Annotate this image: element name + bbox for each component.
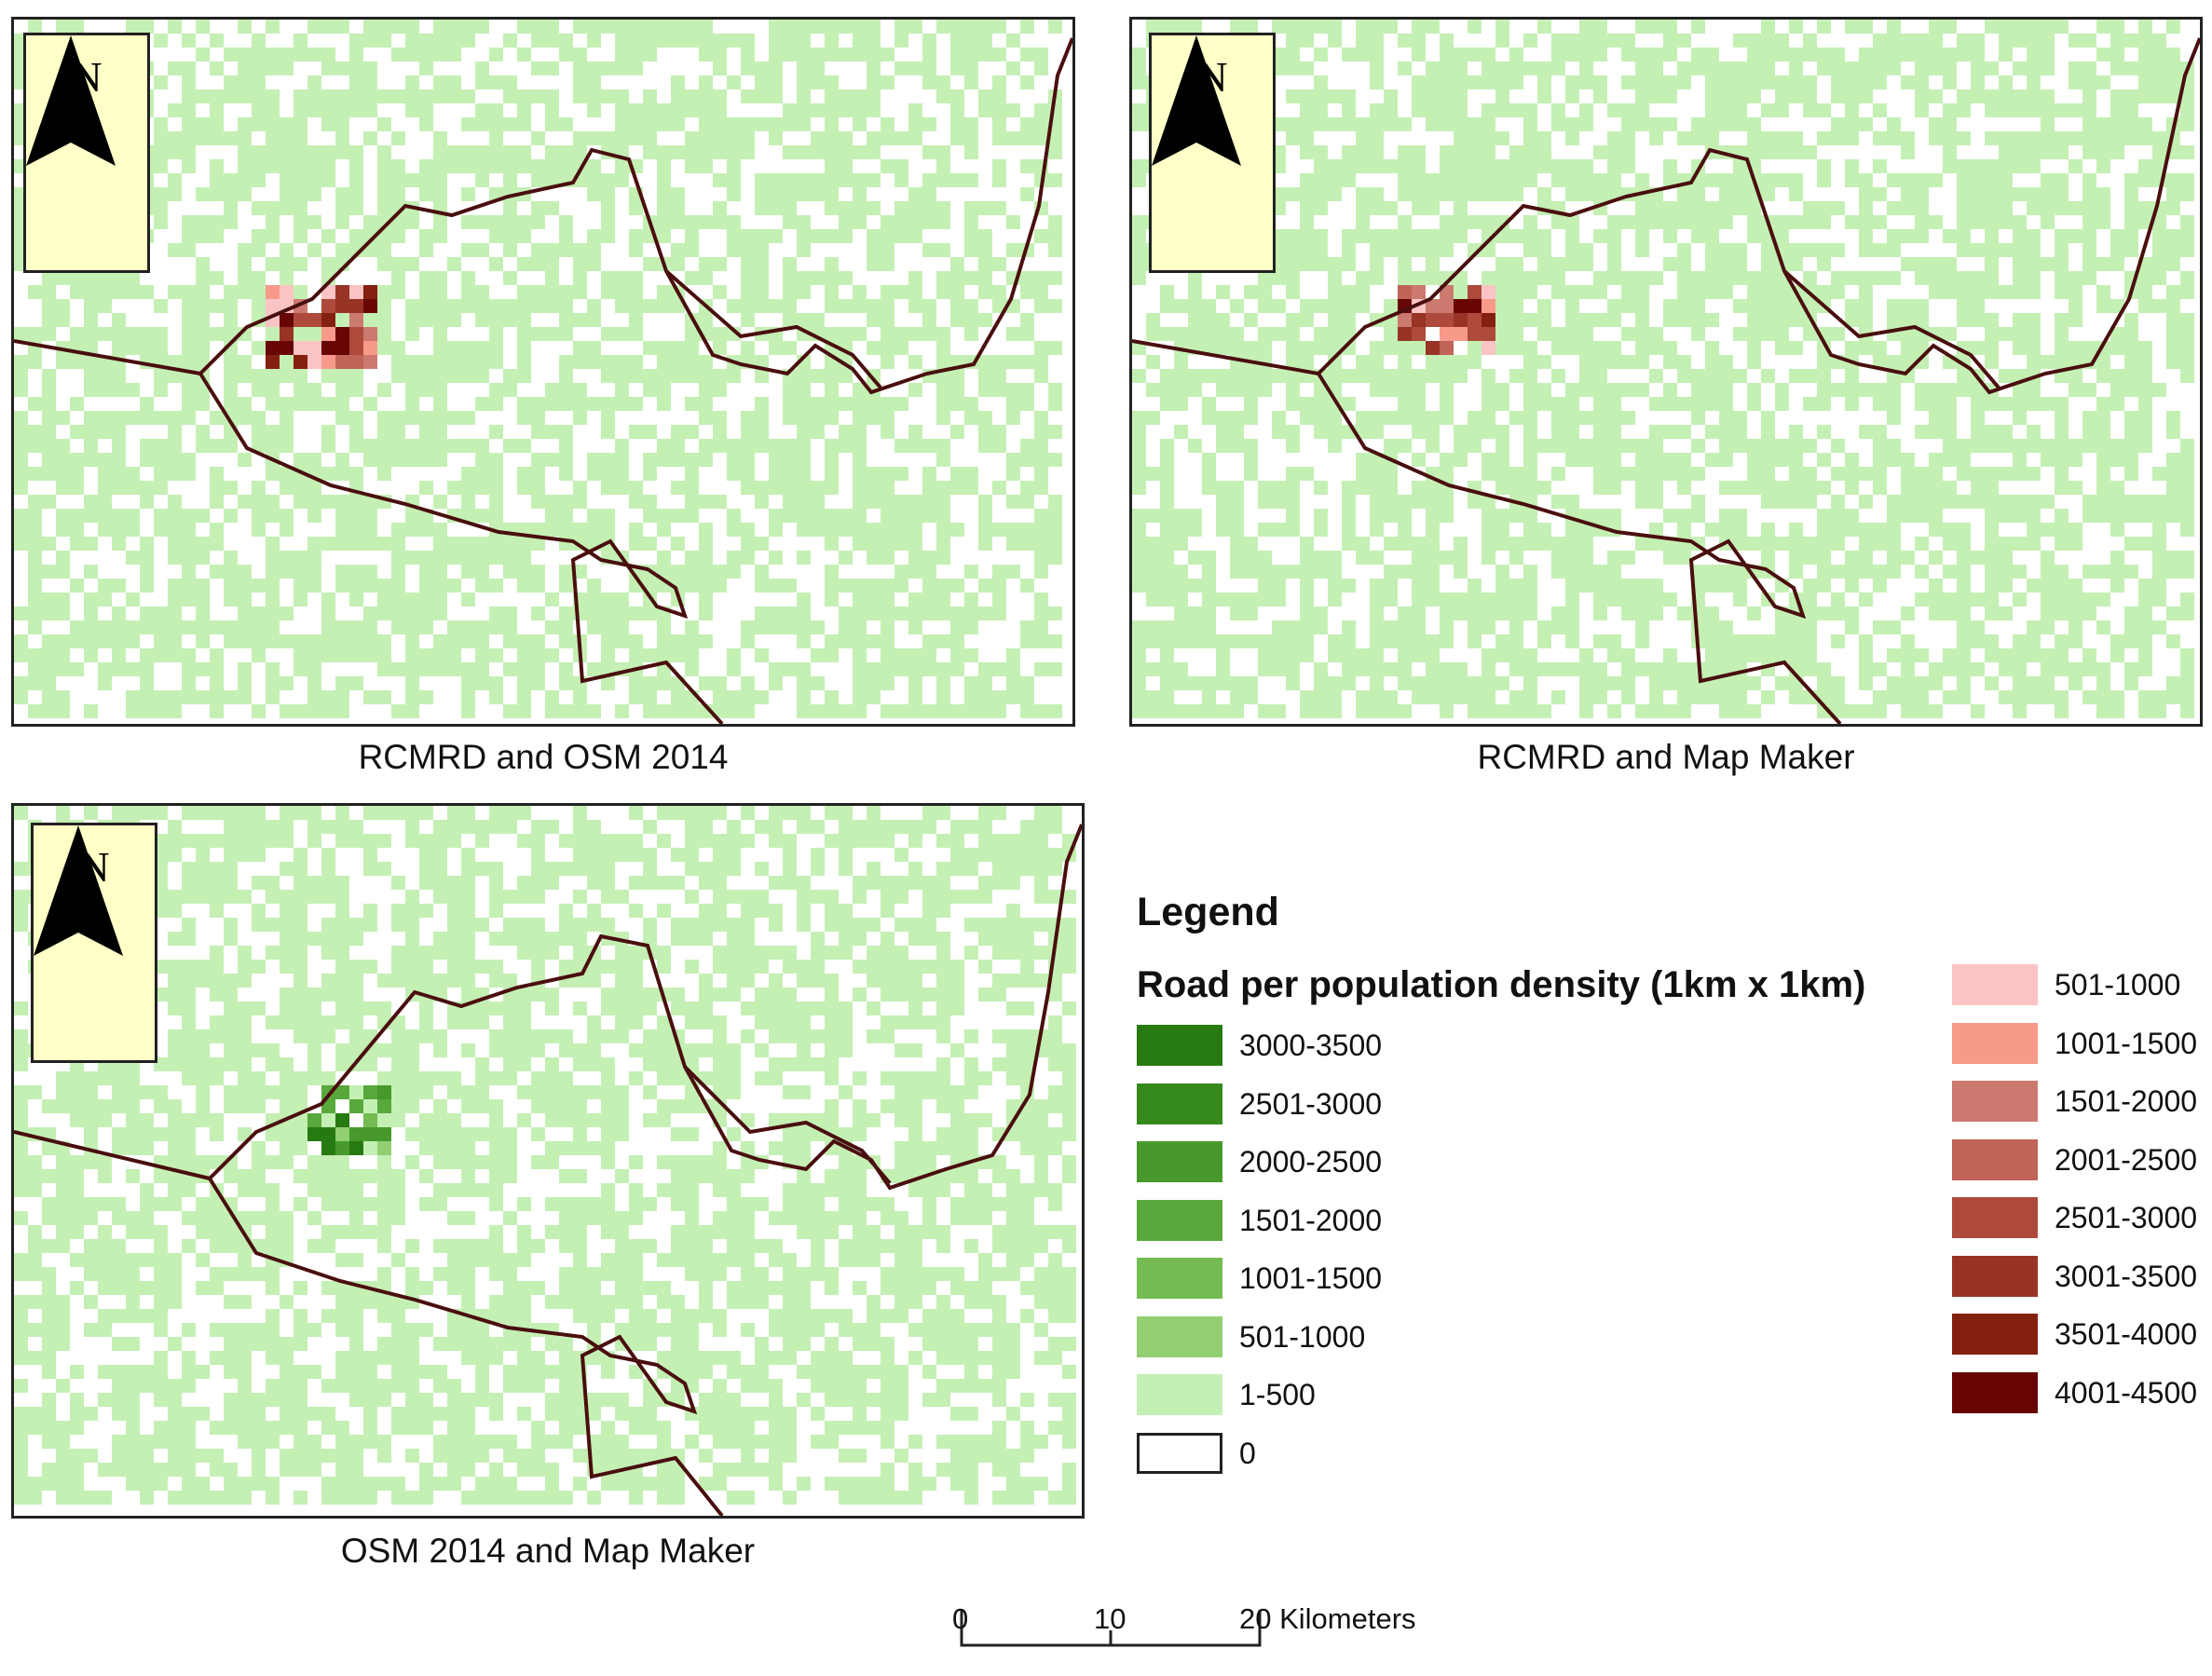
district-boundary-south: [198, 372, 724, 724]
legend-swatch: [1952, 1314, 2038, 1355]
legend-label: 2501-3000: [1239, 1086, 1383, 1121]
legend-swatch: [1137, 1374, 1222, 1415]
legend-swatch: [1952, 964, 2038, 1005]
north-arrow-icon: [1152, 35, 1241, 166]
legend-label: 1-500: [1239, 1378, 1316, 1411]
north-arrow-icon: [26, 35, 116, 166]
legend-swatch: [1952, 1197, 2038, 1238]
legend-swatch: [1137, 1141, 1222, 1182]
district-boundary: [1317, 37, 2200, 395]
legend-label: 3501-4000: [2055, 1317, 2198, 1351]
district-boundary: [198, 37, 1072, 395]
road-west: [14, 1130, 211, 1180]
district-boundary-south: [208, 1177, 724, 1516]
map-caption: RCMRD and OSM 2014: [358, 738, 729, 776]
scale-label-10: 10: [1094, 1602, 1126, 1635]
scale-label-20: 20 Kilometers: [1239, 1602, 1416, 1635]
north-arrow-icon: [34, 825, 123, 956]
legend-label: 2001-2500: [2055, 1142, 2198, 1177]
north-arrow-box: N: [1149, 33, 1276, 273]
boundary-layer: [14, 824, 1082, 1516]
legend-label: 3000-3500: [1239, 1029, 1383, 1062]
district-boundary-south: [1317, 372, 1842, 724]
legend-label: 1001-1500: [1239, 1261, 1383, 1295]
boundary-layer: [1132, 37, 2200, 724]
raster-layer: [1132, 20, 2194, 718]
east-spur: [1782, 269, 2000, 389]
legend-swatch: [1137, 1315, 1222, 1357]
legend-swatch: [1137, 1199, 1222, 1241]
scale-bar: [960, 1610, 1267, 1652]
scale-label-0: 0: [952, 1602, 969, 1635]
legend-label: 1001-1500: [2055, 1026, 2198, 1060]
legend-label: 2501-3000: [2055, 1201, 2198, 1234]
map-panel-rcmrd-mapmaker: N: [1129, 17, 2203, 727]
legend-swatch: [1952, 1022, 2038, 1064]
legend-swatch: [1137, 1083, 1222, 1124]
legend-label: 0: [1239, 1436, 1256, 1470]
legend-swatch: [1952, 1081, 2038, 1122]
north-arrow-box: N: [31, 823, 157, 1063]
map-panel-osm-mapmaker: N: [11, 803, 1085, 1519]
legend-label: 501-1000: [1239, 1319, 1366, 1354]
road-west: [14, 339, 201, 375]
east-spur: [683, 1065, 892, 1185]
map-panel-rcmrd-osm: N: [11, 17, 1075, 727]
legend-label: 4001-4500: [2055, 1375, 2198, 1410]
legend-swatch: [1952, 1371, 2038, 1413]
legend-label: 2000-2500: [1239, 1145, 1383, 1179]
legend-swatch: [1952, 1138, 2038, 1180]
raster-layer: [14, 806, 1076, 1505]
legend-label: 1501-2000: [1239, 1203, 1383, 1237]
district-boundary: [208, 824, 1082, 1191]
legend-label: 501-1000: [2055, 968, 2181, 1002]
east-spur: [664, 269, 882, 389]
scale-bar-line: [960, 1610, 1262, 1647]
legend-subtitle: Road per population density (1km x 1km): [1137, 964, 1866, 1005]
road-west: [1132, 339, 1319, 375]
boundary-layer: [14, 37, 1072, 724]
legend-swatch: [1137, 1432, 1222, 1474]
legend-title: Legend: [1137, 890, 1279, 934]
map-caption: RCMRD and Map Maker: [1477, 738, 1855, 776]
north-arrow-box: N: [23, 33, 150, 273]
legend-swatch: [1137, 1025, 1222, 1066]
legend-swatch: [1952, 1255, 2038, 1297]
map-caption: OSM 2014 and Map Maker: [340, 1532, 756, 1570]
legend-swatch: [1137, 1258, 1222, 1299]
legend-label: 3001-3500: [2055, 1259, 2198, 1293]
legend-label: 1501-2000: [2055, 1084, 2198, 1118]
